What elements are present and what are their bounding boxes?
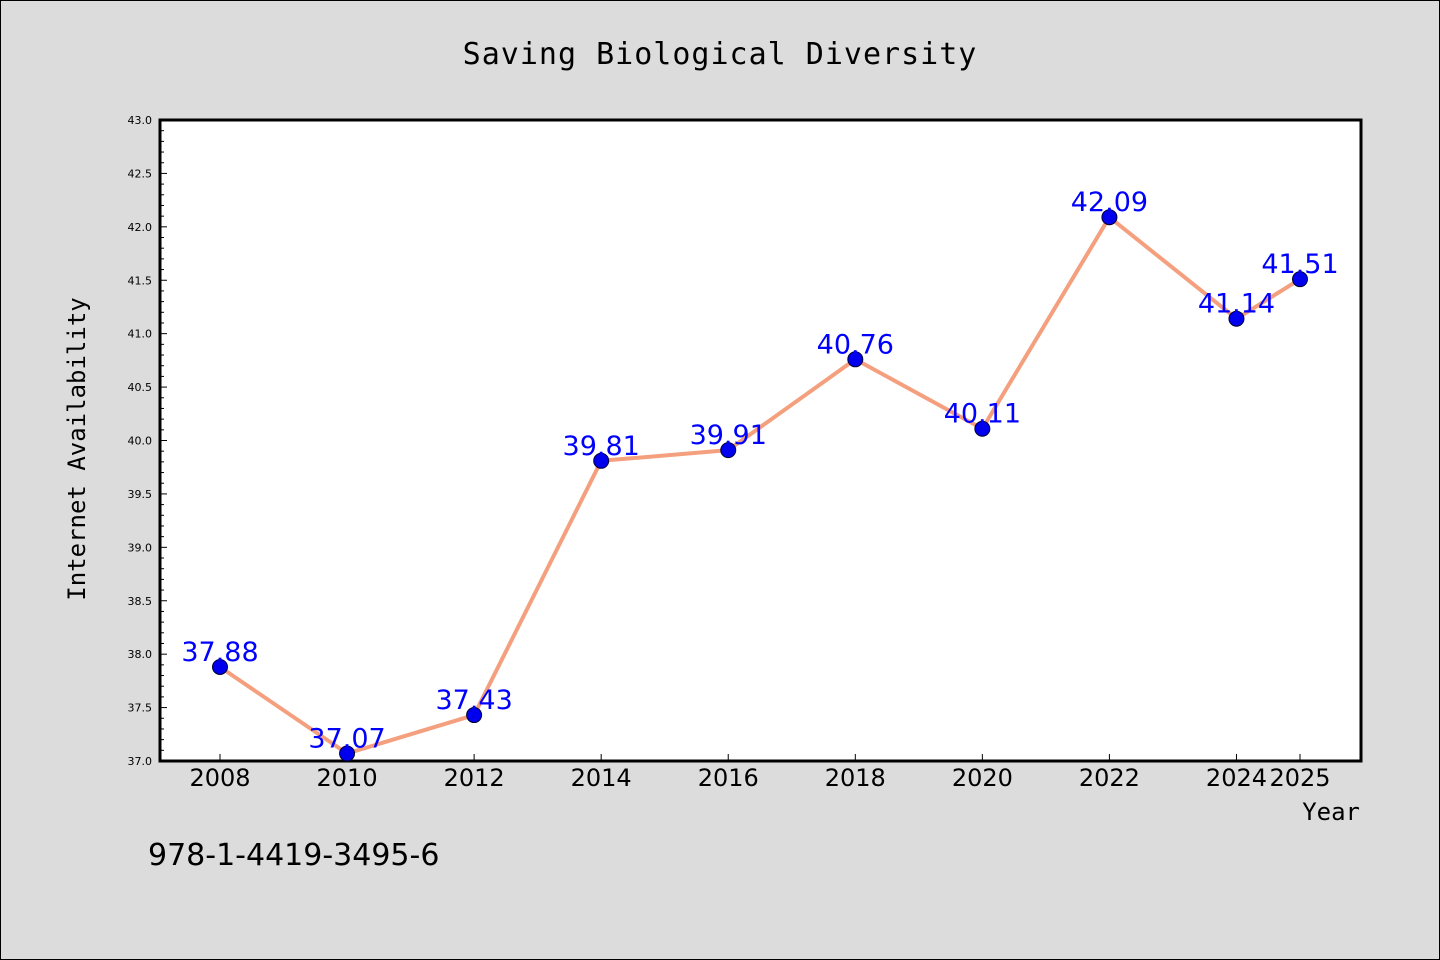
x-tick-label: 2012 bbox=[444, 764, 505, 792]
y-tick-label: 39.5 bbox=[128, 488, 153, 501]
data-point bbox=[466, 707, 483, 724]
x-tick-label: 2024 bbox=[1206, 764, 1267, 792]
data-point bbox=[720, 442, 737, 459]
data-point bbox=[593, 452, 610, 469]
data-label: 41.14 bbox=[1198, 289, 1275, 320]
chart-title: Saving Biological Diversity bbox=[463, 37, 978, 72]
data-label: 37.88 bbox=[181, 637, 258, 668]
footnote: 978-1-4419-3495-6 bbox=[148, 838, 439, 873]
plot-area bbox=[158, 118, 1363, 763]
y-tick-label: 37.0 bbox=[128, 755, 153, 768]
y-tick-label: 42.5 bbox=[128, 167, 153, 180]
x-tick-label: 2014 bbox=[571, 764, 632, 792]
y-tick-label: 38.0 bbox=[128, 648, 153, 661]
data-point bbox=[847, 351, 864, 368]
y-tick-label: 41.5 bbox=[128, 274, 153, 287]
series-line bbox=[218, 215, 1302, 756]
x-tick-label: 2010 bbox=[317, 764, 378, 792]
x-tick-label: 2020 bbox=[952, 764, 1013, 792]
y-tick-label: 39.0 bbox=[128, 541, 153, 554]
y-tick-label: 40.5 bbox=[128, 381, 153, 394]
data-label: 37.07 bbox=[308, 724, 385, 755]
data-point bbox=[974, 420, 991, 437]
x-tick-label: 2018 bbox=[825, 764, 886, 792]
data-point bbox=[212, 658, 228, 675]
x-axis-label: Year bbox=[1302, 798, 1360, 826]
data-label: 37.43 bbox=[435, 685, 512, 716]
x-tick-label: 2022 bbox=[1079, 764, 1140, 792]
data-point bbox=[339, 745, 356, 762]
data-label: 40.11 bbox=[944, 399, 1021, 430]
x-tick-label: 2016 bbox=[698, 764, 759, 792]
x-axis: 2008 2010 2012 2014 2016 2018 2020 2022 2024 2025 bbox=[189, 754, 1331, 792]
data-point bbox=[1101, 209, 1118, 226]
data-label: 39.91 bbox=[690, 420, 767, 451]
x-tick-label: 2025 bbox=[1269, 764, 1330, 792]
y-tick-label: 38.5 bbox=[128, 595, 153, 608]
y-tick-label: 43.0 bbox=[128, 114, 153, 127]
y-tick-label: 40.0 bbox=[128, 435, 153, 448]
data-label: 42.09 bbox=[1071, 187, 1148, 218]
data-point bbox=[1292, 271, 1308, 288]
data-label: 41.51 bbox=[1261, 249, 1338, 280]
data-label: 39.81 bbox=[563, 431, 640, 462]
x-tick-label: 2008 bbox=[189, 764, 250, 792]
y-axis-label: Internet Availability bbox=[63, 297, 91, 600]
y-tick-label: 37.5 bbox=[128, 702, 153, 715]
y-tick-label: 42.0 bbox=[128, 221, 153, 234]
y-axis: 37.0 37.5 38.0 38.5 39.0 39.5 40.0 40.5 41.0 41.5… bbox=[128, 114, 167, 768]
data-label: 40.76 bbox=[817, 329, 894, 360]
y-tick-label: 41.0 bbox=[128, 328, 153, 341]
series-layer: 37.88 37.07 37.43 39.81 39.91 40.76 40.11 42.09… bbox=[181, 187, 1339, 762]
data-point bbox=[1228, 310, 1245, 327]
